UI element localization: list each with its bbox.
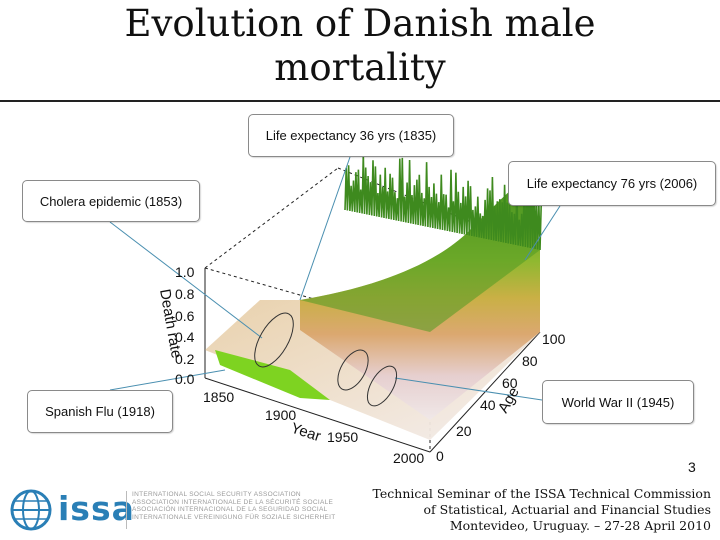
spanish-flu-spike [215,350,330,400]
footer-line: of Statistical, Actuarial and Financial … [423,502,711,517]
leader-world-war-2 [394,377,543,401]
globe-icon [10,489,52,531]
callout-text: World War II (1945) [561,394,675,410]
event-markers [254,312,398,407]
world-war-2-ellipse [366,365,398,407]
callout-spanish-flu: Spanish Flu (1918) [27,390,173,433]
box-back-top-left [204,167,339,269]
title-line-1: Evolution of Danish male [124,2,596,45]
spike-strokes [344,153,542,251]
surface-high-age-region [300,175,540,332]
footer-line: Technical Seminar of the ISSA Technical … [372,486,711,501]
age-axis-line [429,331,541,453]
year-tick: 1900 [265,407,296,423]
callout-world-war-2: World War II (1945) [542,380,694,424]
logo-association-names: INTERNATIONAL SOCIAL SECURITY ASSOCIATIO… [132,491,335,521]
year-axis-label: Year [289,420,323,446]
age-tick: 100 [542,331,566,347]
logo-line: INTERNATIONAL SOCIAL SECURITY ASSOCIATIO… [132,491,301,498]
age-tick: 0 [436,448,444,464]
cholera-ellipse [254,312,294,368]
year-tick: 1850 [203,389,234,405]
callout-text: Life expectancy 76 yrs (2006) [526,176,698,191]
age-tick: 40 [480,397,496,413]
z-tick: 0.6 [175,308,195,324]
logo-line: ASOCIACIÓN INTERNACIONAL DE LA SEGURIDAD… [132,506,328,514]
z-tick: 0.4 [175,329,195,345]
logo-line: INTERNATIONALE VEREINIGUNG FÜR SOZIALE S… [132,513,336,521]
z-tick: 0.2 [175,351,195,367]
logo-line: ASSOCIATION INTERNATIONALE DE LA SÉCURIT… [132,498,334,506]
title-line-2: mortality [274,46,446,89]
leader-spanish-flu [109,369,226,391]
slide-title: Evolution of Danish male mortality [60,2,660,90]
callout-life-expectancy-1835: Life expectancy 36 yrs (1835) [248,114,454,157]
leader-cholera [109,221,263,339]
leader-2006 [524,205,561,261]
world-war-1-ellipse [337,349,369,391]
age-axis: 100 80 60 40 20 0 Age [436,331,566,464]
issa-logo: issa INTERNATIONAL SOCIAL SECURITY ASSOC… [8,487,335,533]
year-tick: 2000 [393,450,424,466]
logo-wordmark: issa [58,489,135,528]
footer-line: Montevideo, Uruguay. – 27-28 April 2010 [449,518,711,533]
leader-1835 [299,156,351,301]
z-tick: 0.0 [175,371,195,387]
old-age-spikes [344,153,542,251]
surface-shapes [205,153,542,440]
title-underline [0,100,720,102]
year-axis: 1850 1900 1950 2000 Year [203,389,424,466]
callout-text: Spanish Flu (1918) [45,404,155,419]
callout-cholera-epidemic: Cholera epidemic (1853) [22,180,200,222]
year-tick: 1950 [327,429,358,445]
footer-seminar-info: Technical Seminar of the ISSA Technical … [373,486,711,534]
age-tick: 60 [502,375,518,391]
callout-life-expectancy-2006: Life expectancy 76 yrs (2006) [508,161,716,206]
page-number: 3 [688,459,696,475]
age-axis-label: Age [495,384,523,416]
age-tick: 20 [456,423,472,439]
z-tick: 0.8 [175,286,195,302]
callout-leaders [109,156,561,401]
callout-text: Cholera epidemic (1853) [39,193,183,209]
year-axis-line [204,377,431,453]
logo-divider [126,491,127,529]
callout-text: Life expectancy 36 yrs (1835) [265,128,437,143]
z-tick: 1.0 [175,264,195,280]
age-tick: 80 [522,353,538,369]
